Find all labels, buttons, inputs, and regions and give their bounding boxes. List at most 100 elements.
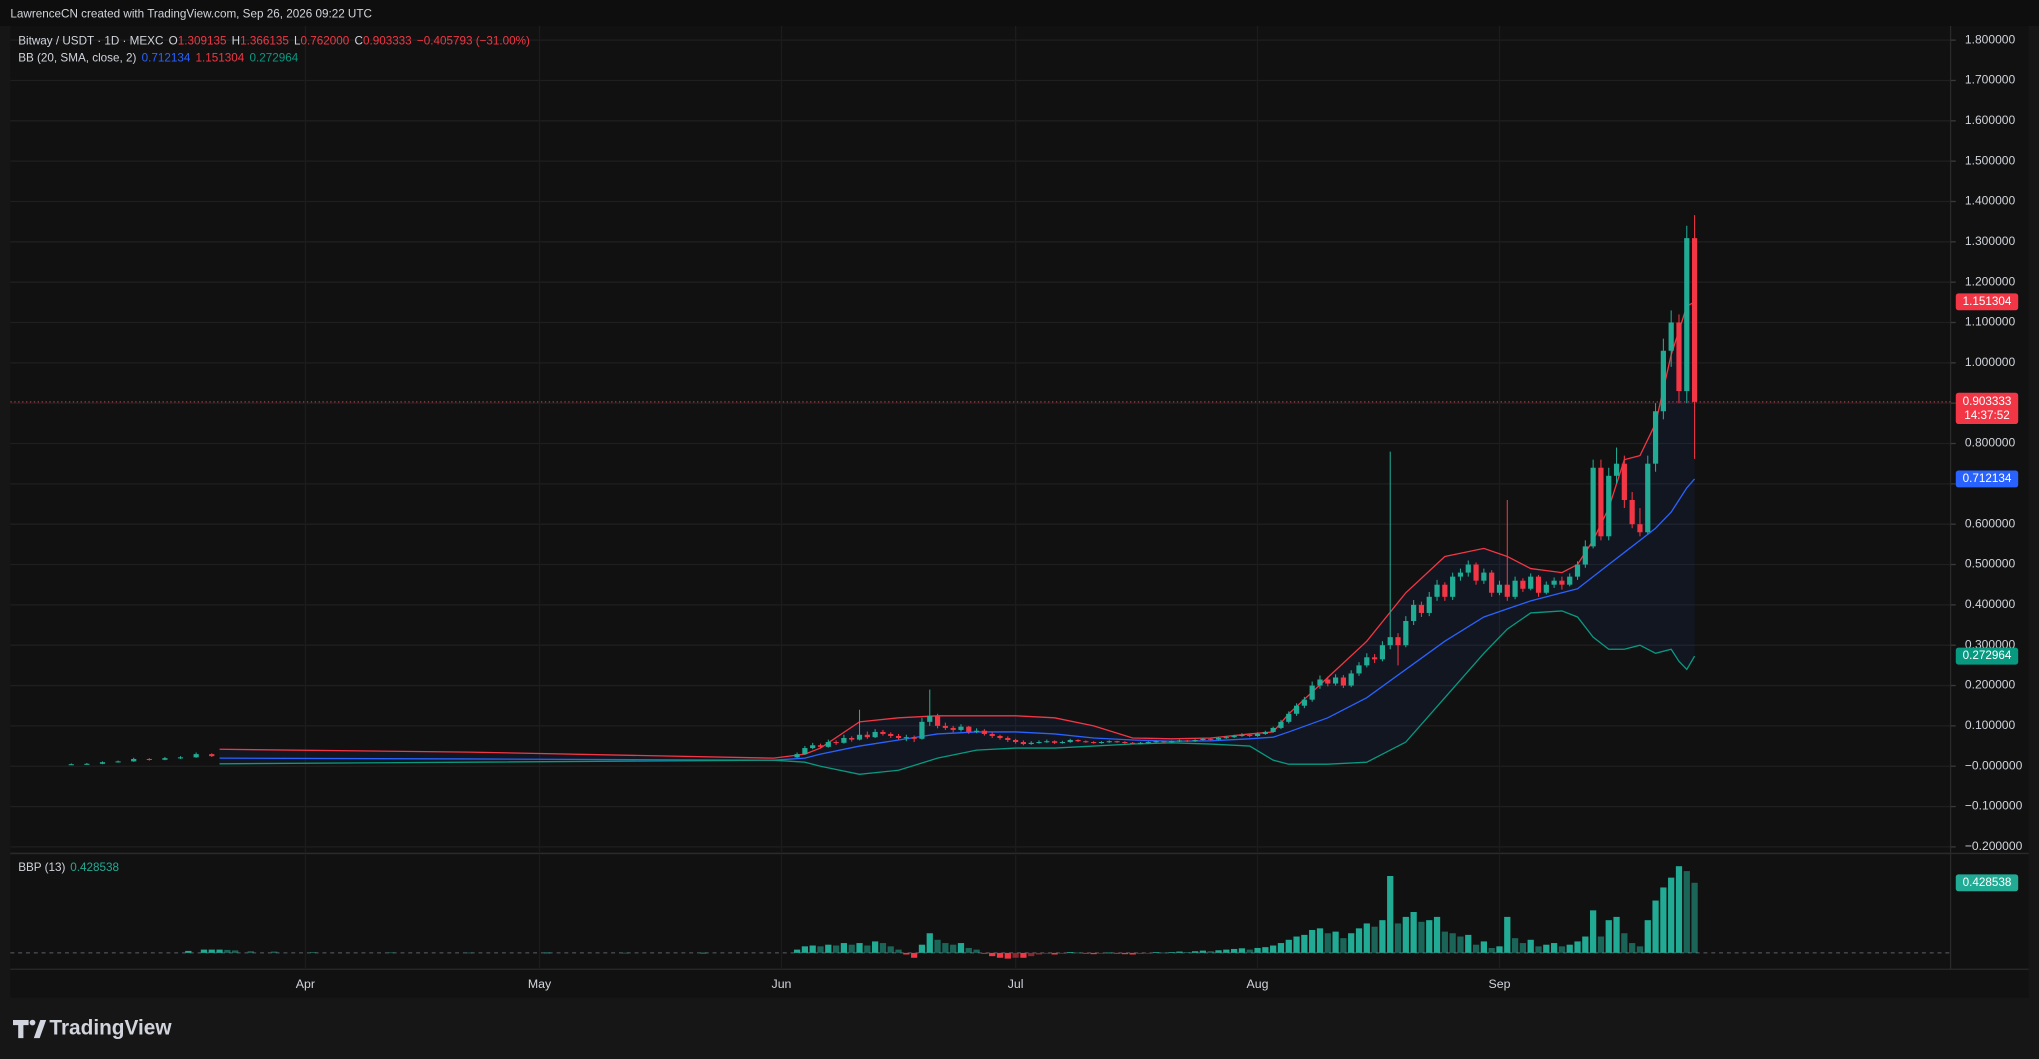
histogram-bar: [1488, 947, 1495, 953]
candle-body: [895, 735, 902, 738]
change: −0.405793 (−31.00%): [417, 35, 530, 48]
indicator-value: 1.151304: [196, 52, 245, 65]
y-tick-label: 0.500000: [1965, 557, 2016, 571]
histogram-bar: [1683, 871, 1690, 953]
logo-mark: [13, 1019, 29, 1039]
y-tick-label: 1.400000: [1965, 194, 2016, 208]
candle-body: [1348, 673, 1354, 686]
y-tick-label: 1.700000: [1965, 73, 2016, 87]
histogram-bar: [1480, 941, 1487, 953]
y-tick-label: 1.200000: [1965, 274, 2016, 288]
candle-body: [1169, 741, 1175, 743]
candle-body: [1262, 731, 1268, 734]
x-tick-label: Apr: [296, 977, 315, 991]
candle-body: [1161, 741, 1167, 743]
candle-body: [209, 754, 215, 757]
candle-body: [1130, 742, 1136, 744]
candle-body: [1652, 411, 1659, 464]
histogram-bar: [1597, 936, 1605, 953]
y-tick-label: −0.100000: [1965, 799, 2023, 813]
histogram-bar: [1394, 923, 1402, 953]
histogram-bar: [1152, 952, 1160, 954]
histogram-bar: [1691, 882, 1698, 953]
histogram-bar: [1137, 952, 1144, 954]
candle-body: [927, 715, 933, 722]
histogram-bar: [1231, 948, 1238, 953]
marks-layer: [68, 215, 1698, 959]
band-line: [219, 301, 1695, 759]
candle-body: [1457, 572, 1464, 577]
indicator-value: 0.712134: [142, 52, 191, 65]
ohlc-value: 1.366135: [240, 35, 289, 48]
candle-body: [1559, 580, 1565, 585]
histogram-bar: [232, 950, 239, 953]
histogram-bar: [801, 946, 809, 953]
candle-body: [1676, 322, 1682, 392]
histogram-bar: [1418, 921, 1425, 953]
y-tick-label: 0.400000: [1965, 597, 2016, 611]
histogram-bar: [1496, 946, 1503, 953]
histogram-bar: [832, 945, 840, 953]
candle-body: [825, 742, 831, 747]
histogram-bar: [1543, 944, 1550, 953]
histogram-bar: [825, 944, 832, 953]
histogram-bar: [1621, 933, 1628, 953]
candle-body: [1091, 742, 1097, 744]
candle-body: [981, 730, 987, 734]
histogram-bar: [1550, 943, 1558, 953]
candle-body: [1075, 740, 1081, 742]
price-label-box: [1955, 647, 2019, 665]
candle-body: [989, 733, 995, 736]
indicator-title: BBP (13): [18, 861, 65, 874]
candle-body: [1239, 734, 1245, 736]
histogram-bar: [1074, 952, 1082, 954]
price-label-box: [1955, 470, 2019, 488]
histogram-bar: [185, 950, 192, 953]
histogram-bar: [1082, 952, 1089, 954]
histogram-bar: [1145, 952, 1152, 954]
candle-body: [177, 757, 184, 759]
candle-body: [1044, 741, 1050, 743]
y-tick-label: 1.600000: [1965, 113, 2016, 127]
histogram-bar: [1113, 952, 1121, 954]
candle-body: [794, 754, 800, 758]
y-tick-label: 1.000000: [1965, 355, 2016, 369]
brand-name: TradingView: [49, 1017, 172, 1040]
candle-body: [942, 725, 948, 728]
candle-body: [1411, 604, 1417, 622]
candle-body: [1684, 238, 1690, 392]
candle-body: [1200, 738, 1206, 741]
candle-body: [115, 761, 121, 763]
histogram-bar: [1590, 910, 1597, 953]
histogram-bar: [1574, 941, 1581, 953]
band-line: [219, 610, 1696, 775]
histogram-bar: [879, 943, 887, 953]
histogram-bar: [1504, 916, 1511, 953]
candle-body: [833, 742, 839, 744]
brand-logo: TradingView: [13, 1017, 172, 1040]
histogram-bar: [1035, 952, 1043, 955]
candle-body: [1052, 741, 1058, 743]
candle-body: [1028, 742, 1034, 745]
candle-body: [1496, 584, 1503, 593]
band-line: [219, 478, 1696, 761]
y-tick-label: 1.100000: [1965, 315, 2016, 329]
candle-body: [1426, 596, 1432, 613]
indicator-value: 0.428538: [70, 861, 119, 874]
candle-body: [193, 754, 199, 758]
histogram-bar: [1277, 943, 1285, 953]
histogram-bar: [1254, 947, 1261, 953]
indicator-name: BB (20, SMA, close, 2): [18, 52, 136, 65]
candle-body: [1473, 564, 1479, 581]
last-price-label: 0.903333: [1963, 395, 2012, 408]
histogram-bar: [622, 952, 629, 954]
candle-body: [1379, 645, 1386, 660]
histogram-bar: [1332, 931, 1339, 953]
countdown: 14:37:52: [1964, 409, 2009, 422]
candle-body: [1629, 499, 1635, 525]
symbol-legend: Bitway / USDT · 1D · MEXC O1.309135 H1.366…: [18, 35, 530, 48]
candle-body: [1137, 742, 1144, 744]
x-tick-label: Jul: [1008, 977, 1024, 991]
candle-body: [99, 762, 106, 764]
